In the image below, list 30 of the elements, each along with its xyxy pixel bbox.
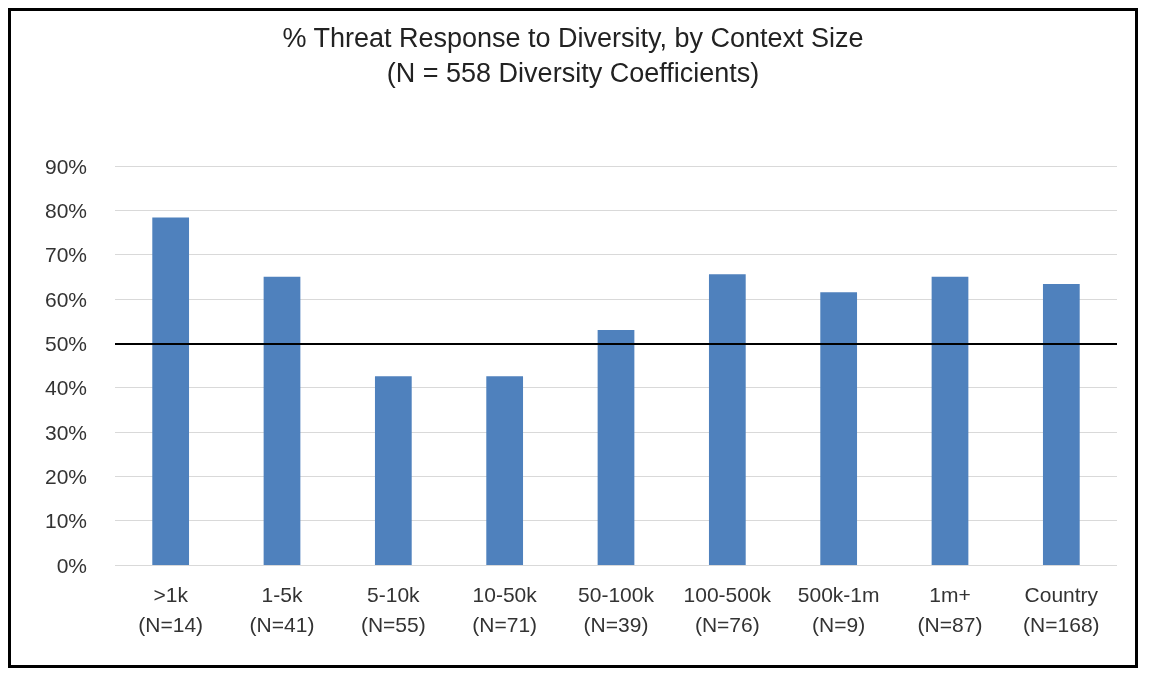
y-tick-label: 50% xyxy=(44,331,87,355)
bar xyxy=(486,376,524,565)
y-tick-label: 70% xyxy=(44,243,87,267)
x-tick-label: Country (N=168) xyxy=(1023,582,1100,636)
y-tick-label: 20% xyxy=(44,464,87,488)
chart-title: % Threat Response to Diversity, by Context Size xyxy=(282,22,864,53)
x-tick-label: 500k-1m (N=9) xyxy=(797,582,880,636)
bar xyxy=(597,330,635,565)
bar xyxy=(1042,283,1080,565)
x-tick-label: 1m+ (N=87) xyxy=(917,582,983,636)
bar xyxy=(931,276,969,565)
bar xyxy=(820,292,858,565)
x-tick-label: >1k (N=14) xyxy=(138,582,204,636)
bar xyxy=(374,376,412,565)
bar xyxy=(263,276,301,565)
y-tick-label: 60% xyxy=(44,287,87,311)
bar xyxy=(152,217,190,565)
chart-subtitle: (N = 558 Diversity Coefficients) xyxy=(386,57,760,88)
y-tick-label: 0% xyxy=(56,553,87,577)
x-tick-label: 10-50k (N=71) xyxy=(472,582,538,636)
y-tick-label: 80% xyxy=(44,198,87,222)
y-tick-label: 90% xyxy=(44,154,87,178)
y-tick-label: 30% xyxy=(44,420,87,444)
y-tick-label: 40% xyxy=(44,376,87,400)
bar xyxy=(708,274,746,565)
x-tick-label: 1-5k (N=41) xyxy=(249,582,315,636)
y-tick-label: 10% xyxy=(44,509,87,533)
x-tick-label: 50-100k (N=39) xyxy=(578,582,655,636)
x-tick-label: 5-10k (N=55) xyxy=(360,582,426,636)
x-tick-label: 100-500k (N=76) xyxy=(683,582,772,636)
